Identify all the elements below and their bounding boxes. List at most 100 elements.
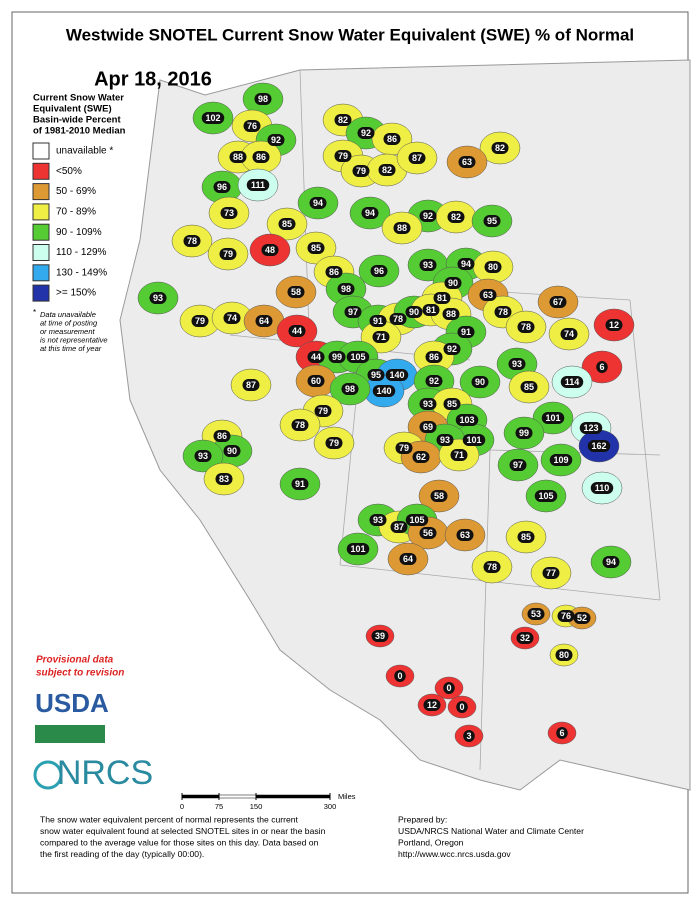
- legend-label: unavailable *: [56, 146, 113, 157]
- footer-left: The snow water equivalent percent of nor…: [40, 814, 299, 824]
- basin-label-bg: [307, 375, 325, 387]
- basin-label-bg: [419, 210, 437, 222]
- basin-label: 78: [295, 420, 305, 430]
- basin-label-bg: [516, 632, 534, 644]
- basin-label: 78: [487, 562, 497, 572]
- basin-label-bg: [346, 351, 370, 363]
- legend-label: 50 - 69%: [56, 186, 96, 197]
- basin-label: 103: [459, 415, 474, 425]
- basin-label-bg: [378, 164, 396, 176]
- basin-label: 44: [292, 326, 302, 336]
- basin-label-bg: [442, 308, 460, 320]
- basin-label: 82: [382, 165, 392, 175]
- legend-heading: Basin-wide Percent: [33, 115, 121, 126]
- basin-label: 85: [521, 532, 531, 542]
- basin-label-bg: [194, 450, 212, 462]
- footer-left: the first reading of the day (typically …: [40, 849, 204, 859]
- basin-label-bg: [527, 608, 545, 620]
- basin-label: 81: [426, 305, 436, 315]
- basin-label-bg: [341, 383, 359, 395]
- basin-label: 0: [459, 702, 464, 712]
- basin-label: 85: [447, 399, 457, 409]
- basin-label: 77: [546, 568, 556, 578]
- legend-label: 90 - 109%: [56, 227, 102, 238]
- basin-label: 101: [350, 544, 365, 554]
- basin-label: 114: [565, 377, 580, 387]
- date: Apr 18, 2016: [94, 68, 212, 90]
- basin-label-bg: [352, 165, 370, 177]
- basin-label: 81: [437, 293, 447, 303]
- footer-left: snow water equivalent found at selected …: [40, 826, 326, 836]
- basin-label-bg: [549, 296, 567, 308]
- basin-label: 88: [446, 309, 456, 319]
- scale-label: 300: [324, 802, 337, 811]
- basin-label-bg: [433, 292, 451, 304]
- basin-label-bg: [479, 289, 497, 301]
- basin-label-bg: [325, 266, 343, 278]
- usda-logo-band: [35, 725, 105, 743]
- basin-label-bg: [520, 381, 538, 393]
- basin-label-bg: [307, 351, 325, 363]
- basin-label: 111: [251, 180, 265, 190]
- basin-label: 98: [345, 384, 355, 394]
- legend-note: at time of posting: [40, 318, 98, 327]
- basin-label: 109: [553, 455, 568, 465]
- basin-label: 90: [448, 278, 458, 288]
- basin-label-bg: [534, 490, 558, 502]
- basin-label-bg: [425, 375, 443, 387]
- basin-label: 78: [393, 314, 403, 324]
- basin-label: 90: [409, 307, 419, 317]
- scale-label: 0: [180, 802, 184, 811]
- basin-label-bg: [560, 328, 578, 340]
- basin-label: 3: [466, 731, 471, 741]
- basin-label-bg: [219, 248, 237, 260]
- basin-label-bg: [291, 419, 309, 431]
- basin-label-bg: [471, 376, 489, 388]
- basin-label: 85: [282, 219, 292, 229]
- basin-label: 92: [361, 128, 371, 138]
- basin-label: 91: [461, 327, 471, 337]
- basin-label: 79: [356, 166, 366, 176]
- basin-label-bg: [367, 369, 385, 381]
- basin-label-bg: [408, 152, 426, 164]
- basin-label-bg: [405, 514, 429, 526]
- basin-label-bg: [246, 179, 270, 191]
- basin-label-bg: [447, 211, 465, 223]
- basin-label: 93: [198, 451, 208, 461]
- basin-label: 91: [373, 316, 383, 326]
- basin-label-bg: [590, 482, 614, 494]
- provisional-note: subject to revision: [36, 668, 124, 679]
- basin-label: 105: [409, 515, 424, 525]
- basin-label-bg: [287, 286, 305, 298]
- basin-label-bg: [436, 434, 454, 446]
- nrcs-logo: NRCS: [57, 754, 153, 792]
- basin-label: 78: [498, 307, 508, 317]
- basin-label: 79: [318, 406, 328, 416]
- footer-right: Prepared by:: [398, 814, 447, 824]
- basin-label: 60: [311, 376, 321, 386]
- basin-label: 98: [258, 94, 268, 104]
- basin-label: 56: [423, 528, 433, 538]
- basin-label: 92: [447, 344, 457, 354]
- basin-label: 6: [599, 362, 604, 372]
- scale-segment: [181, 794, 220, 799]
- basin-label: 78: [521, 322, 531, 332]
- basin-label: 82: [495, 143, 505, 153]
- basin-label: 85: [311, 243, 321, 253]
- basin-label: 74: [564, 329, 574, 339]
- basin-label: 67: [553, 297, 563, 307]
- basin-label: 91: [295, 479, 305, 489]
- basin-label: 88: [233, 152, 243, 162]
- basin-label: 140: [389, 370, 404, 380]
- basin-label: 90: [227, 446, 237, 456]
- basin-label-bg: [325, 437, 343, 449]
- basin-label-bg: [508, 358, 526, 370]
- basin-label-bg: [309, 197, 327, 209]
- basin-label-bg: [483, 215, 501, 227]
- title: Westwide SNOTEL Current Snow Water Equiv…: [66, 25, 634, 44]
- basin-label: 94: [313, 198, 323, 208]
- basin-label-bg: [457, 258, 475, 270]
- basin-label-bg: [419, 527, 437, 539]
- basin-label-bg: [394, 670, 406, 682]
